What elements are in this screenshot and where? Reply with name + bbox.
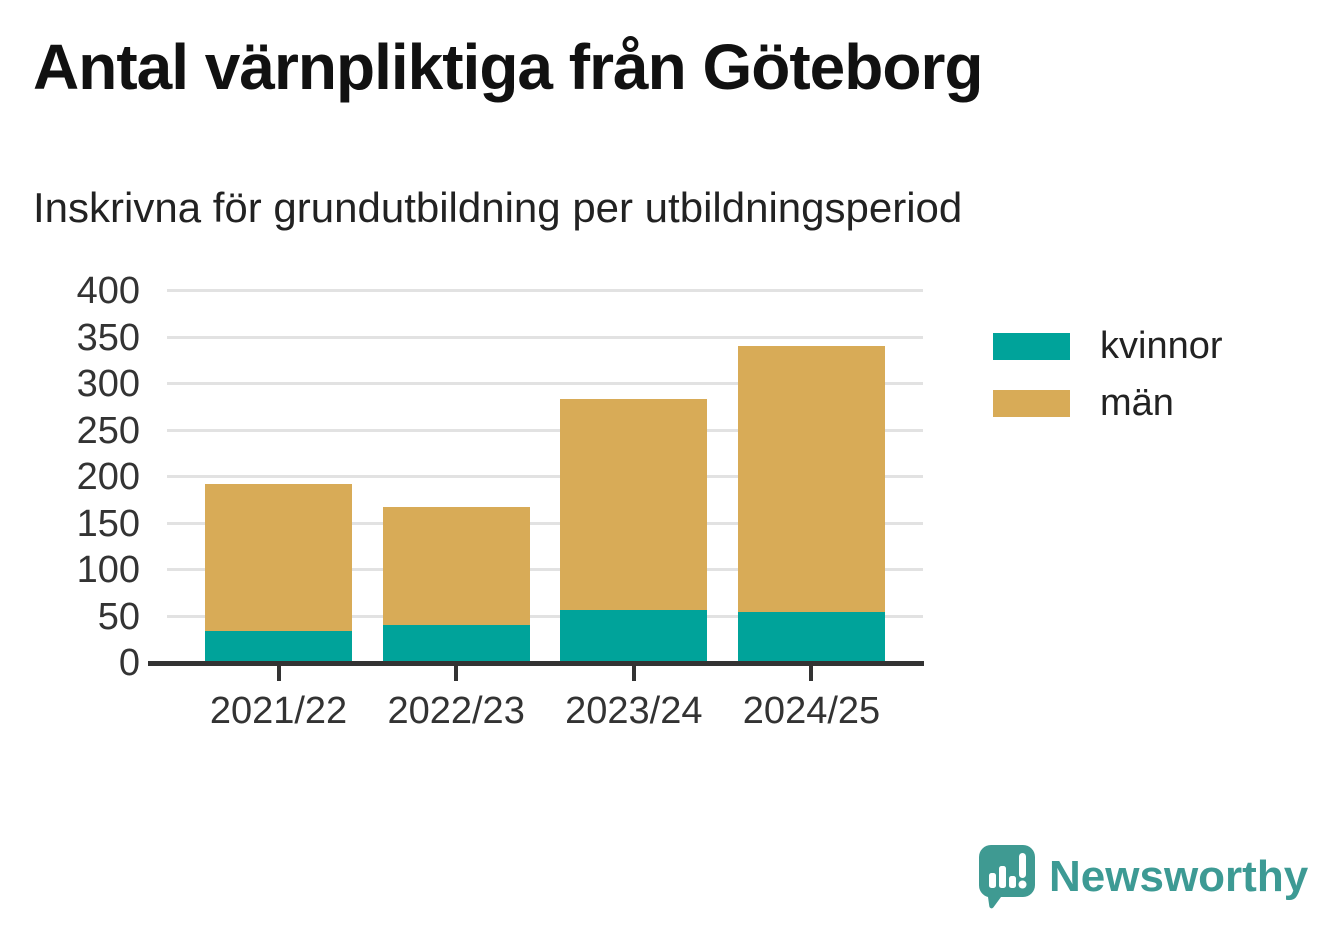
y-tick-label-350: 350 bbox=[76, 316, 140, 359]
x-tick-label-2024/25: 2024/25 bbox=[742, 690, 881, 732]
y-tick-label-300: 300 bbox=[76, 363, 140, 405]
bar-segment-kvinnor-2023/24 bbox=[560, 610, 708, 663]
y-tick-label-200: 200 bbox=[76, 456, 140, 498]
legend-swatch-kvinnor bbox=[993, 332, 1070, 360]
y-tick-label-250: 250 bbox=[76, 409, 140, 452]
bar-segment-kvinnor-2022/23 bbox=[382, 624, 530, 663]
bar-segment-män-2023/24 bbox=[560, 398, 708, 610]
bar-segment-män-2022/23 bbox=[382, 506, 530, 625]
x-tick-mark-2024/25 bbox=[809, 666, 814, 681]
page-title: Antal värnpliktiga från Göteborg bbox=[33, 31, 983, 103]
gridline-50 bbox=[167, 614, 923, 618]
legend-item-män: män bbox=[993, 384, 1223, 422]
y-axis: 0 50 100 150 200 250 300 350 400 bbox=[0, 271, 140, 683]
gridline-150 bbox=[167, 521, 923, 525]
gridline-200 bbox=[167, 475, 923, 478]
y-tick-label-150: 150 bbox=[76, 502, 140, 545]
x-tick-mark-2021/22 bbox=[276, 666, 281, 681]
gridline-250 bbox=[167, 428, 923, 432]
y-tick-label-400: 400 bbox=[76, 270, 140, 312]
y-tick-label-0: 0 bbox=[118, 642, 140, 684]
newsworthy-logo-icon bbox=[979, 845, 1035, 909]
gridline-300 bbox=[167, 382, 923, 385]
x-tick-mark-2023/24 bbox=[631, 666, 636, 681]
gridline-350 bbox=[167, 335, 923, 339]
x-tick-label-2022/23: 2022/23 bbox=[387, 690, 525, 732]
legend-swatch-män bbox=[993, 389, 1070, 417]
bar-segment-kvinnor-2024/25 bbox=[738, 611, 885, 663]
y-tick-label-100: 100 bbox=[76, 549, 140, 591]
y-tick-label-50: 50 bbox=[97, 595, 140, 638]
bar-segment-män-2021/22 bbox=[205, 484, 352, 632]
gridline-100 bbox=[167, 568, 923, 571]
x-axis: 2021/22 2022/23 2023/24 2024/25 bbox=[167, 666, 923, 746]
x-tick-label-2023/24: 2023/24 bbox=[565, 690, 703, 732]
x-tick-label-2021/22: 2021/22 bbox=[209, 690, 348, 732]
chart-legend: kvinnor män bbox=[993, 327, 1223, 422]
brand-wordmark: Newsworthy bbox=[1049, 852, 1309, 901]
legend-item-kvinnor: kvinnor bbox=[993, 327, 1223, 365]
legend-label-män: män bbox=[1100, 382, 1174, 424]
gridline-400 bbox=[167, 289, 923, 292]
plot-area bbox=[167, 289, 923, 663]
bar-segment-kvinnor-2021/22 bbox=[205, 631, 352, 663]
bar-segment-män-2024/25 bbox=[738, 345, 885, 612]
chart-subtitle: Inskrivna för grundutbildning per utbild… bbox=[33, 184, 963, 231]
legend-label-kvinnor: kvinnor bbox=[1100, 325, 1223, 367]
x-axis-line bbox=[148, 661, 924, 666]
x-tick-mark-2022/23 bbox=[454, 666, 459, 681]
brand-footer: Newsworthy bbox=[979, 845, 1308, 909]
